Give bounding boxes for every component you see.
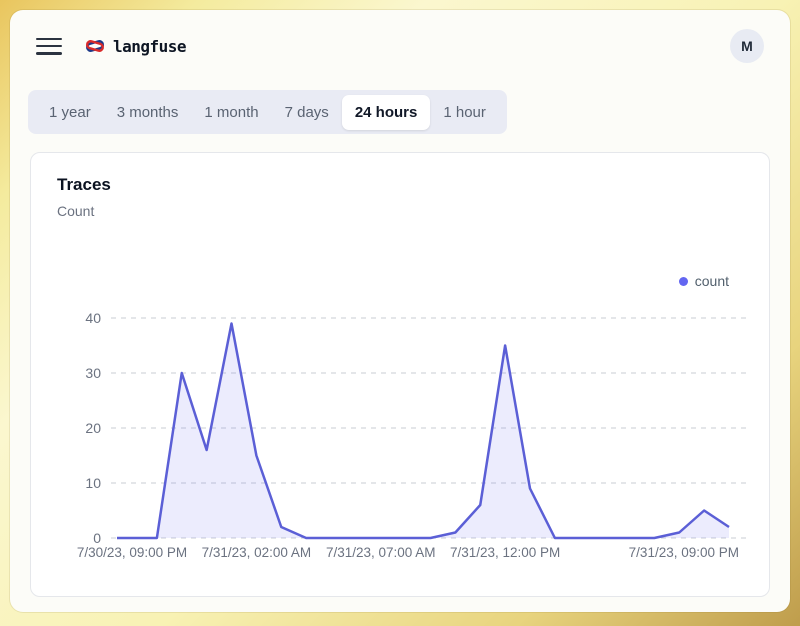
hamburger-icon (36, 44, 62, 48)
avatar-button[interactable]: M (730, 29, 764, 63)
chart-title: Traces (57, 175, 111, 194)
hamburger-icon (36, 37, 62, 41)
brand-name: langfuse (113, 36, 187, 56)
tab-3-months[interactable]: 3 months (116, 103, 179, 121)
tab-1-hour[interactable]: 1 hour (443, 103, 486, 121)
x-tick-label: 7/31/23, 02:00 AM (201, 545, 312, 560)
x-tick-label: 7/31/23, 07:00 AM (325, 545, 436, 560)
tab-7-days[interactable]: 7 days (284, 103, 329, 121)
series-line (117, 322, 730, 540)
chart-subtitle: Count (57, 203, 95, 219)
chart-legend: count (678, 273, 729, 289)
y-tick-label: 0 (93, 530, 101, 546)
brand: langfuse (85, 36, 187, 56)
langfuse-logo-icon (85, 40, 105, 52)
tab-24-hours[interactable]: 24 hours (341, 94, 431, 130)
app-window: langfuse M 1 year 3 months 1 month 7 days 24… (10, 10, 790, 612)
time-range-tabs: 1 year 3 months 1 month 7 days 24 hours 1 hou… (28, 90, 507, 134)
series-area (117, 323, 729, 538)
y-tick-label: 40 (85, 310, 101, 326)
y-tick-label: 30 (85, 365, 101, 381)
x-tick-label: 7/30/23, 09:00 PM (76, 545, 188, 560)
x-tick-label: 7/31/23, 12:00 PM (449, 545, 561, 560)
traces-chart-card: Traces Count count 0 10 20 30 40 7/30/23, 09… (30, 152, 770, 597)
hamburger-icon (36, 51, 62, 55)
legend-label: count (694, 273, 729, 289)
app-header: langfuse M (10, 10, 790, 64)
legend-dot-icon (678, 276, 688, 286)
tab-1-month[interactable]: 1 month (204, 103, 259, 121)
y-tick-label: 10 (85, 475, 101, 491)
tab-1-year[interactable]: 1 year (49, 103, 91, 121)
x-tick-label: 7/31/23, 09:00 PM (628, 545, 739, 560)
menu-button[interactable] (36, 37, 62, 55)
y-tick-label: 20 (85, 420, 101, 436)
traces-chart-plot[interactable] (111, 303, 746, 548)
